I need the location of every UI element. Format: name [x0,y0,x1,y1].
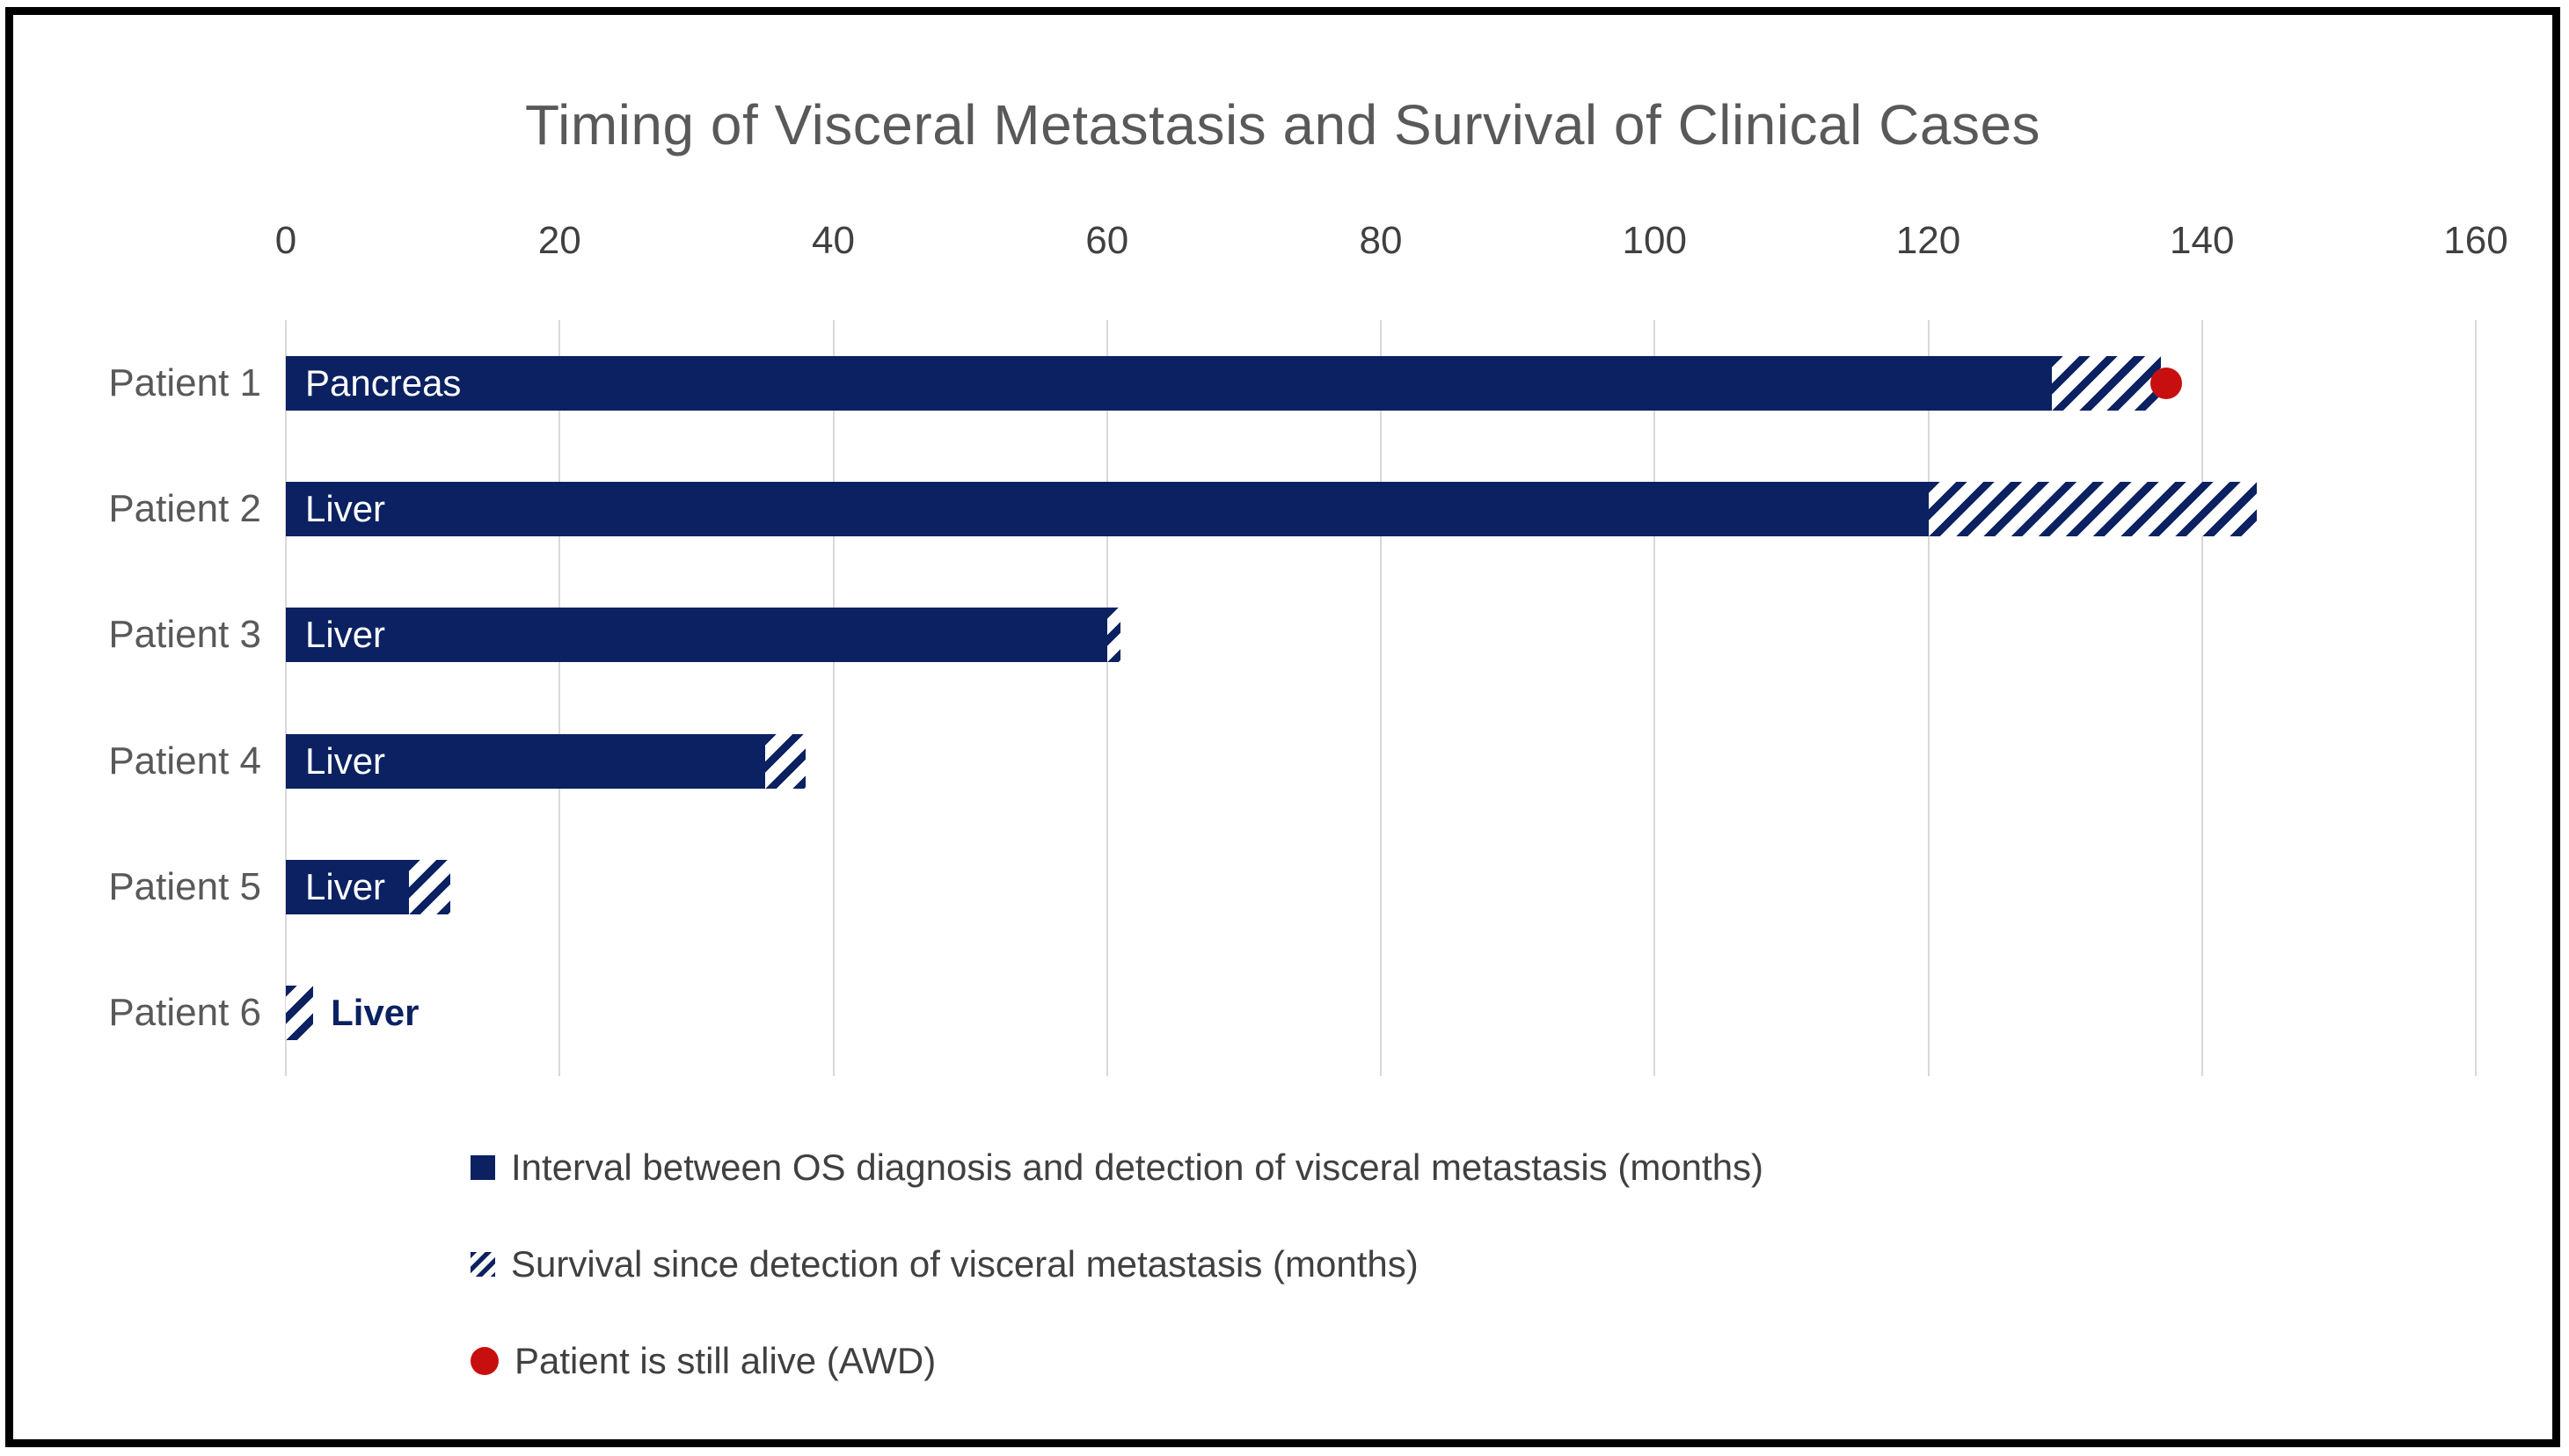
x-tick-label: 0 [274,219,297,262]
x-tick-label: 20 [537,219,581,262]
x-tick-label: 160 [2443,219,2508,262]
site-label: Liver [305,487,386,529]
interval-bar-segment [286,733,765,789]
bar-track: Liver [286,859,2476,914]
patient-row: Liver [286,824,2476,950]
chart-frame: Timing of Visceral Metastasis and Surviv… [5,7,2560,1447]
x-tick-label: 40 [812,219,855,262]
gridline [1653,320,1656,1076]
site-label: Liver [305,614,386,656]
patient-row: Liver [286,698,2476,824]
survival-bar-segment [764,733,806,789]
x-tick-label: 140 [2170,219,2235,262]
survival-bar-segment [409,859,450,914]
bar-track: Liver [286,986,2476,1041]
interval-bar-segment [286,859,410,914]
gridline [832,320,835,1076]
patient-row: Liver [286,950,2476,1076]
site-label: Liver [305,865,386,907]
legend-label: Interval between OS diagnosis and detect… [511,1147,1764,1188]
solid-square-swatch-icon [471,1155,495,1180]
bar-track: Liver [286,733,2476,789]
category-label: Patient 4 [108,739,261,783]
x-axis-tick-row: 0 20 40 60 80 100 120 140 160 [275,219,2508,275]
site-label: Pancreas [305,361,462,404]
legend-label: Patient is still alive (AWD) [515,1340,937,1381]
legend-item: Patient is still alive (AWD) [471,1313,1763,1409]
category-axis: Patient 1 Patient 2 Patient 3 Patient 4 Pati… [13,320,261,1076]
survival-bar-segment [1928,481,2257,536]
red-dot-swatch-icon [471,1347,499,1375]
patient-row: Liver [286,572,2476,698]
x-tick-label: 120 [1895,219,1961,262]
category-label: Patient 1 [108,360,261,404]
site-label: Liver [305,739,386,782]
interval-bar-segment [286,355,2052,411]
chart-title: Timing of Visceral Metastasis and Surviv… [524,93,2041,157]
legend-item: Survival since detection of visceral met… [471,1216,1763,1313]
legend: Interval between OS diagnosis and detect… [471,1119,1763,1409]
x-tick-label: 60 [1085,219,1129,262]
bar-track: Pancreas [286,355,2476,411]
category-label: Patient 3 [108,613,261,657]
hatched-square-swatch-icon [471,1252,495,1277]
patient-row: Pancreas [286,320,2476,446]
alive-dot-marker [2150,367,2183,399]
survival-bar-segment [1106,608,1121,663]
gridline [558,320,561,1076]
gridline [285,320,287,1076]
category-label: Patient 2 [108,486,261,530]
gridline [1106,320,1108,1076]
survival-bar-segment [286,986,314,1041]
interval-bar-segment [286,481,1929,536]
category-label: Patient 5 [108,864,261,908]
bar-track: Liver [286,608,2476,663]
category-label: Patient 6 [108,991,261,1035]
bar-track: Liver [286,481,2476,536]
gridline [1927,320,1930,1076]
survival-bar-segment [2051,355,2162,411]
gridline [2200,320,2203,1076]
legend-label: Survival since detection of visceral met… [511,1243,1419,1285]
site-label: Liver [331,992,420,1034]
x-tick-label: 80 [1359,219,1403,262]
interval-bar-segment [286,608,1107,663]
plot-area: Pancreas Liver Liver Liver Liver Liver [285,320,2477,1076]
legend-item: Interval between OS diagnosis and detect… [471,1119,1763,1216]
x-tick-label: 100 [1622,219,1687,262]
gridline [1380,320,1382,1076]
patient-row: Liver [286,446,2476,571]
gridline [2475,320,2477,1076]
